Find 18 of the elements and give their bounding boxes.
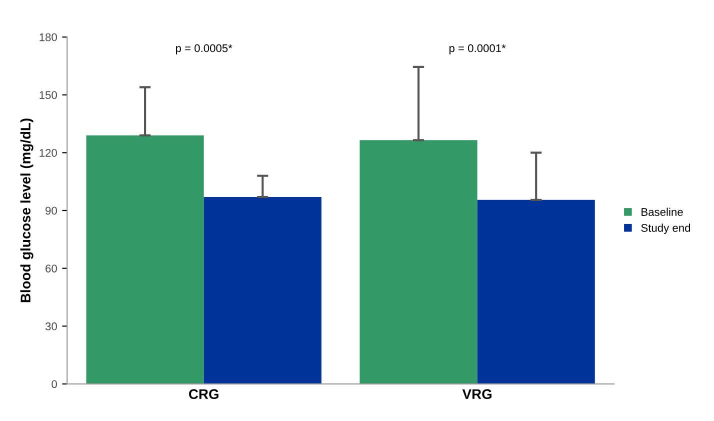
legend-label: Baseline <box>642 208 683 216</box>
bar <box>204 197 322 384</box>
y-axis-title: Blood glucose level (mg/dL) <box>20 118 34 302</box>
y-tick-label: 0 <box>52 380 57 388</box>
y-tick-label: 180 <box>40 33 57 42</box>
y-tick-label: 30 <box>45 322 57 330</box>
legend-label: Study end <box>641 224 690 234</box>
y-tick-label: 60 <box>46 264 57 272</box>
x-tick-label: CRG <box>188 389 218 400</box>
y-tick-label: 90 <box>46 206 57 215</box>
bar <box>86 135 204 384</box>
y-tick-label: 150 <box>40 91 57 99</box>
bar <box>360 140 478 384</box>
y-tick-label: 120 <box>40 148 57 157</box>
bar <box>477 200 595 384</box>
annotation: p = 0.0005* <box>176 44 232 54</box>
annotation: p = 0.0001* <box>449 44 506 54</box>
x-tick-label: VRG <box>462 389 492 400</box>
